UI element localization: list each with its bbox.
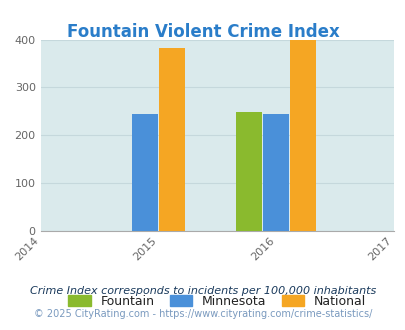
Text: Crime Index corresponds to incidents per 100,000 inhabitants: Crime Index corresponds to incidents per… <box>30 286 375 296</box>
Bar <box>132 114 158 231</box>
Legend: Fountain, Minnesota, National: Fountain, Minnesota, National <box>68 295 365 308</box>
Bar <box>158 48 184 231</box>
Bar <box>262 114 288 231</box>
Text: Fountain Violent Crime Index: Fountain Violent Crime Index <box>66 23 339 41</box>
Bar <box>235 112 261 231</box>
Bar <box>290 40 315 231</box>
Text: © 2025 CityRating.com - https://www.cityrating.com/crime-statistics/: © 2025 CityRating.com - https://www.city… <box>34 309 371 319</box>
